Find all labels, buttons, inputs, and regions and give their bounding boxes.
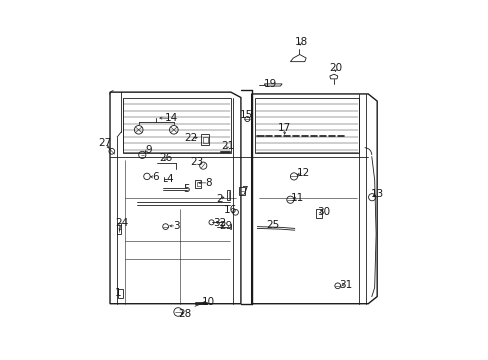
Text: 1: 1 [115, 288, 122, 298]
Text: 7: 7 [241, 186, 247, 196]
Text: 8: 8 [205, 178, 211, 188]
Text: 15: 15 [239, 110, 252, 120]
Text: 30: 30 [316, 207, 329, 217]
Text: 4: 4 [166, 174, 173, 184]
Text: 28: 28 [178, 310, 191, 319]
Text: 19: 19 [263, 79, 276, 89]
Text: 23: 23 [190, 157, 203, 167]
Text: 20: 20 [329, 63, 342, 73]
Bar [203, 136, 207, 143]
Text: 11: 11 [290, 193, 304, 203]
Text: 27: 27 [98, 139, 111, 148]
Bar [117, 223, 121, 234]
Bar [239, 187, 244, 195]
Text: 31: 31 [338, 280, 351, 290]
Text: 3: 3 [173, 221, 179, 231]
Text: 5: 5 [183, 184, 189, 194]
Bar [201, 134, 209, 145]
Text: 29: 29 [219, 221, 232, 230]
Text: 2: 2 [216, 194, 222, 204]
Text: 9: 9 [145, 144, 151, 154]
Bar [195, 180, 201, 188]
Text: 16: 16 [224, 206, 237, 216]
Text: 24: 24 [115, 218, 128, 228]
Text: 14: 14 [164, 113, 177, 123]
Text: 21: 21 [221, 140, 235, 150]
Text: 17: 17 [278, 123, 291, 133]
Bar [227, 190, 230, 200]
Text: 22: 22 [183, 133, 197, 143]
Bar [315, 209, 321, 218]
Text: 32: 32 [212, 218, 225, 228]
Text: 26: 26 [160, 153, 173, 163]
Text: 6: 6 [152, 172, 158, 182]
Text: 13: 13 [370, 189, 383, 199]
Text: 12: 12 [296, 168, 310, 178]
Bar [197, 182, 201, 186]
Text: 18: 18 [294, 37, 307, 47]
Text: 25: 25 [266, 220, 279, 230]
Text: 10: 10 [202, 297, 215, 307]
Bar [118, 289, 122, 298]
